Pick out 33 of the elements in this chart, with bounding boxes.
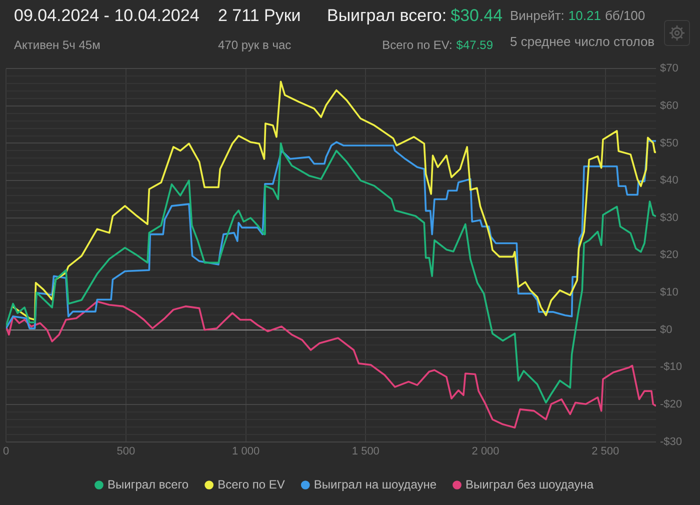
y-tick-label: $30 [660,212,678,224]
legend-label: Выиграл всего [107,477,189,492]
text: 470 рук в час [218,38,292,52]
legend-label: Выиграл без шоудауна [466,477,594,492]
text: Винрейт: [510,8,564,23]
y-tick-label: -$20 [660,398,682,411]
y-tick-label: $40 [660,174,678,187]
y-tick-label: $60 [660,100,678,112]
x-tick-label: 1 000 [232,445,260,458]
text: $47.59 [456,38,493,52]
y-tick-label: $20 [660,249,678,262]
legend-label: Всего по EV [218,477,285,492]
y-tick-label: $0 [660,324,672,336]
text: 5 среднее число столов [510,34,655,49]
text: Активен 5ч 45м [14,38,100,52]
text: Выиграл всего: [327,6,447,25]
text: бб/100 [604,8,646,23]
text: 2 711 Руки [218,6,301,25]
x-tick-label: 1 500 [352,445,380,458]
x-tick-label: 2 500 [592,445,620,458]
y-tick-label: -$30 [660,436,682,448]
text: Всего по EV: [382,38,452,52]
x-tick-label: 0 [2,445,10,458]
x-tick-label: 500 [116,445,136,458]
text: $30.44 [450,6,503,25]
text: 10.21 [568,8,601,23]
chart-title: 09.04.2024 - 10.04.2024 [14,6,200,25]
legend-label: Выиграл на шоудауне [314,477,437,492]
y-tick-label: $50 [660,137,678,150]
y-tick-label: -$10 [660,361,682,374]
y-tick-label: $70 [660,62,678,75]
x-tick-label: 2 000 [472,445,500,458]
y-tick-label: $10 [660,286,678,299]
